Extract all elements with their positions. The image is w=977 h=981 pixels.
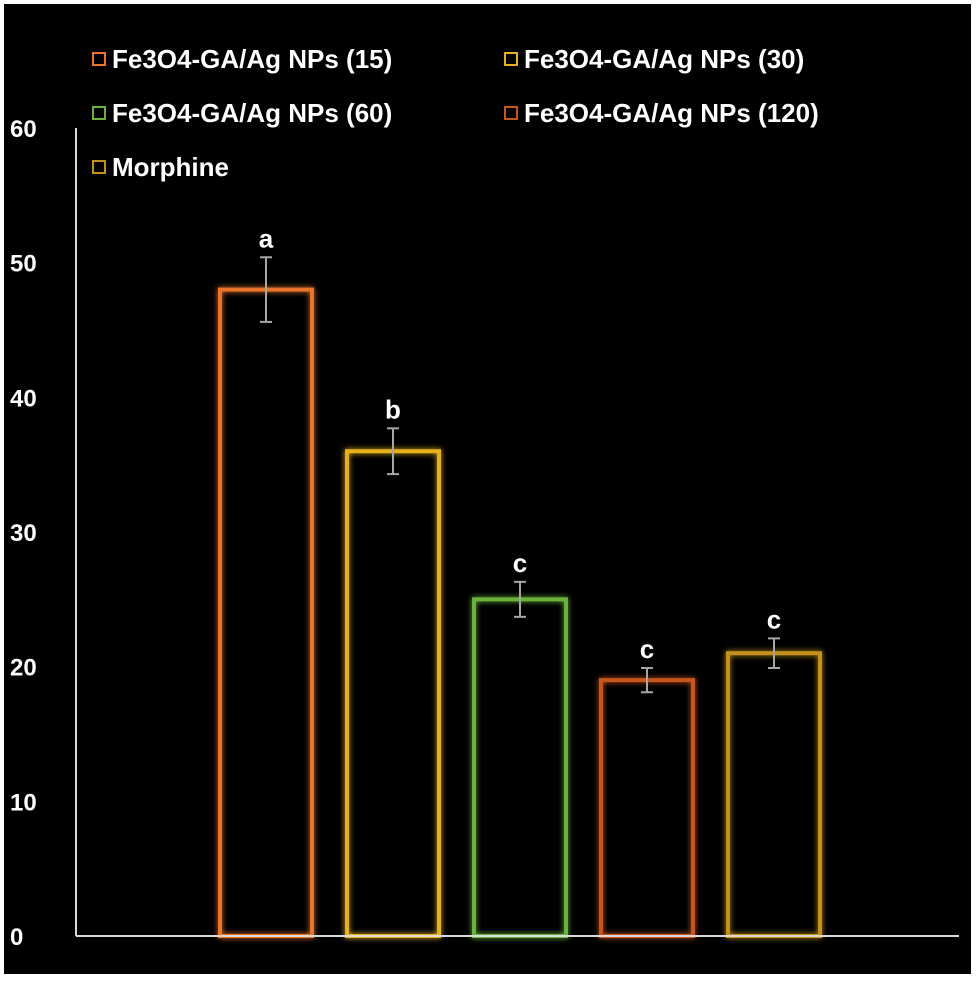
legend-item-fe3o4-15: Fe3O4-GA/Ag NPs (15)	[92, 36, 504, 82]
legend: Fe3O4-GA/Ag NPs (15) Fe3O4-GA/Ag NPs (30…	[92, 36, 912, 190]
bars: a b c c c	[218, 223, 822, 939]
legend-label: Fe3O4-GA/Ag NPs (15)	[112, 43, 393, 74]
y-tick-label: 30	[10, 520, 37, 547]
significance-label: c	[767, 604, 781, 634]
bar	[472, 597, 568, 938]
bar-group: c	[726, 604, 822, 938]
y-axis-ticks: 0 10 20 30 40 50 60	[10, 116, 37, 951]
legend-item-fe3o4-120: Fe3O4-GA/Ag NPs (120)	[504, 90, 912, 136]
chart-frame: 0 10 20 30 40 50 60 a b c c c Fe3O4-GA/Ag NPs (15)…	[4, 4, 971, 974]
y-tick-label: 50	[10, 251, 37, 278]
y-tick-label: 60	[10, 116, 37, 143]
legend-item-fe3o4-30: Fe3O4-GA/Ag NPs (30)	[504, 36, 912, 82]
legend-swatch-fe3o4-60	[92, 106, 106, 120]
significance-label: a	[259, 223, 274, 253]
chart-plot: 0 10 20 30 40 50 60 a b c c c	[10, 116, 959, 951]
y-tick-label: 20	[10, 655, 37, 682]
legend-item-fe3o4-60: Fe3O4-GA/Ag NPs (60)	[92, 90, 504, 136]
bar	[345, 449, 441, 938]
bar-group: a	[218, 223, 314, 939]
y-tick-label: 10	[10, 789, 37, 816]
significance-label: b	[385, 394, 401, 424]
bar-group: b	[345, 394, 441, 938]
legend-label: Fe3O4-GA/Ag NPs (120)	[524, 97, 819, 128]
legend-item-morphine: Morphine	[92, 144, 504, 190]
legend-swatch-fe3o4-120	[504, 106, 518, 120]
legend-label: Morphine	[112, 151, 229, 182]
significance-label: c	[640, 634, 654, 664]
legend-swatch-fe3o4-15	[92, 52, 106, 66]
y-tick-label: 40	[10, 385, 37, 412]
bar-group: c	[599, 634, 695, 939]
bar	[599, 678, 695, 939]
bar	[726, 651, 822, 938]
y-tick-label: 0	[10, 924, 23, 951]
legend-label: Fe3O4-GA/Ag NPs (30)	[524, 43, 805, 74]
legend-label: Fe3O4-GA/Ag NPs (60)	[112, 97, 393, 128]
significance-label: c	[513, 548, 527, 578]
bar-group: c	[472, 548, 568, 938]
legend-swatch-morphine	[92, 160, 106, 174]
legend-swatch-fe3o4-30	[504, 52, 518, 66]
bar	[218, 287, 314, 939]
